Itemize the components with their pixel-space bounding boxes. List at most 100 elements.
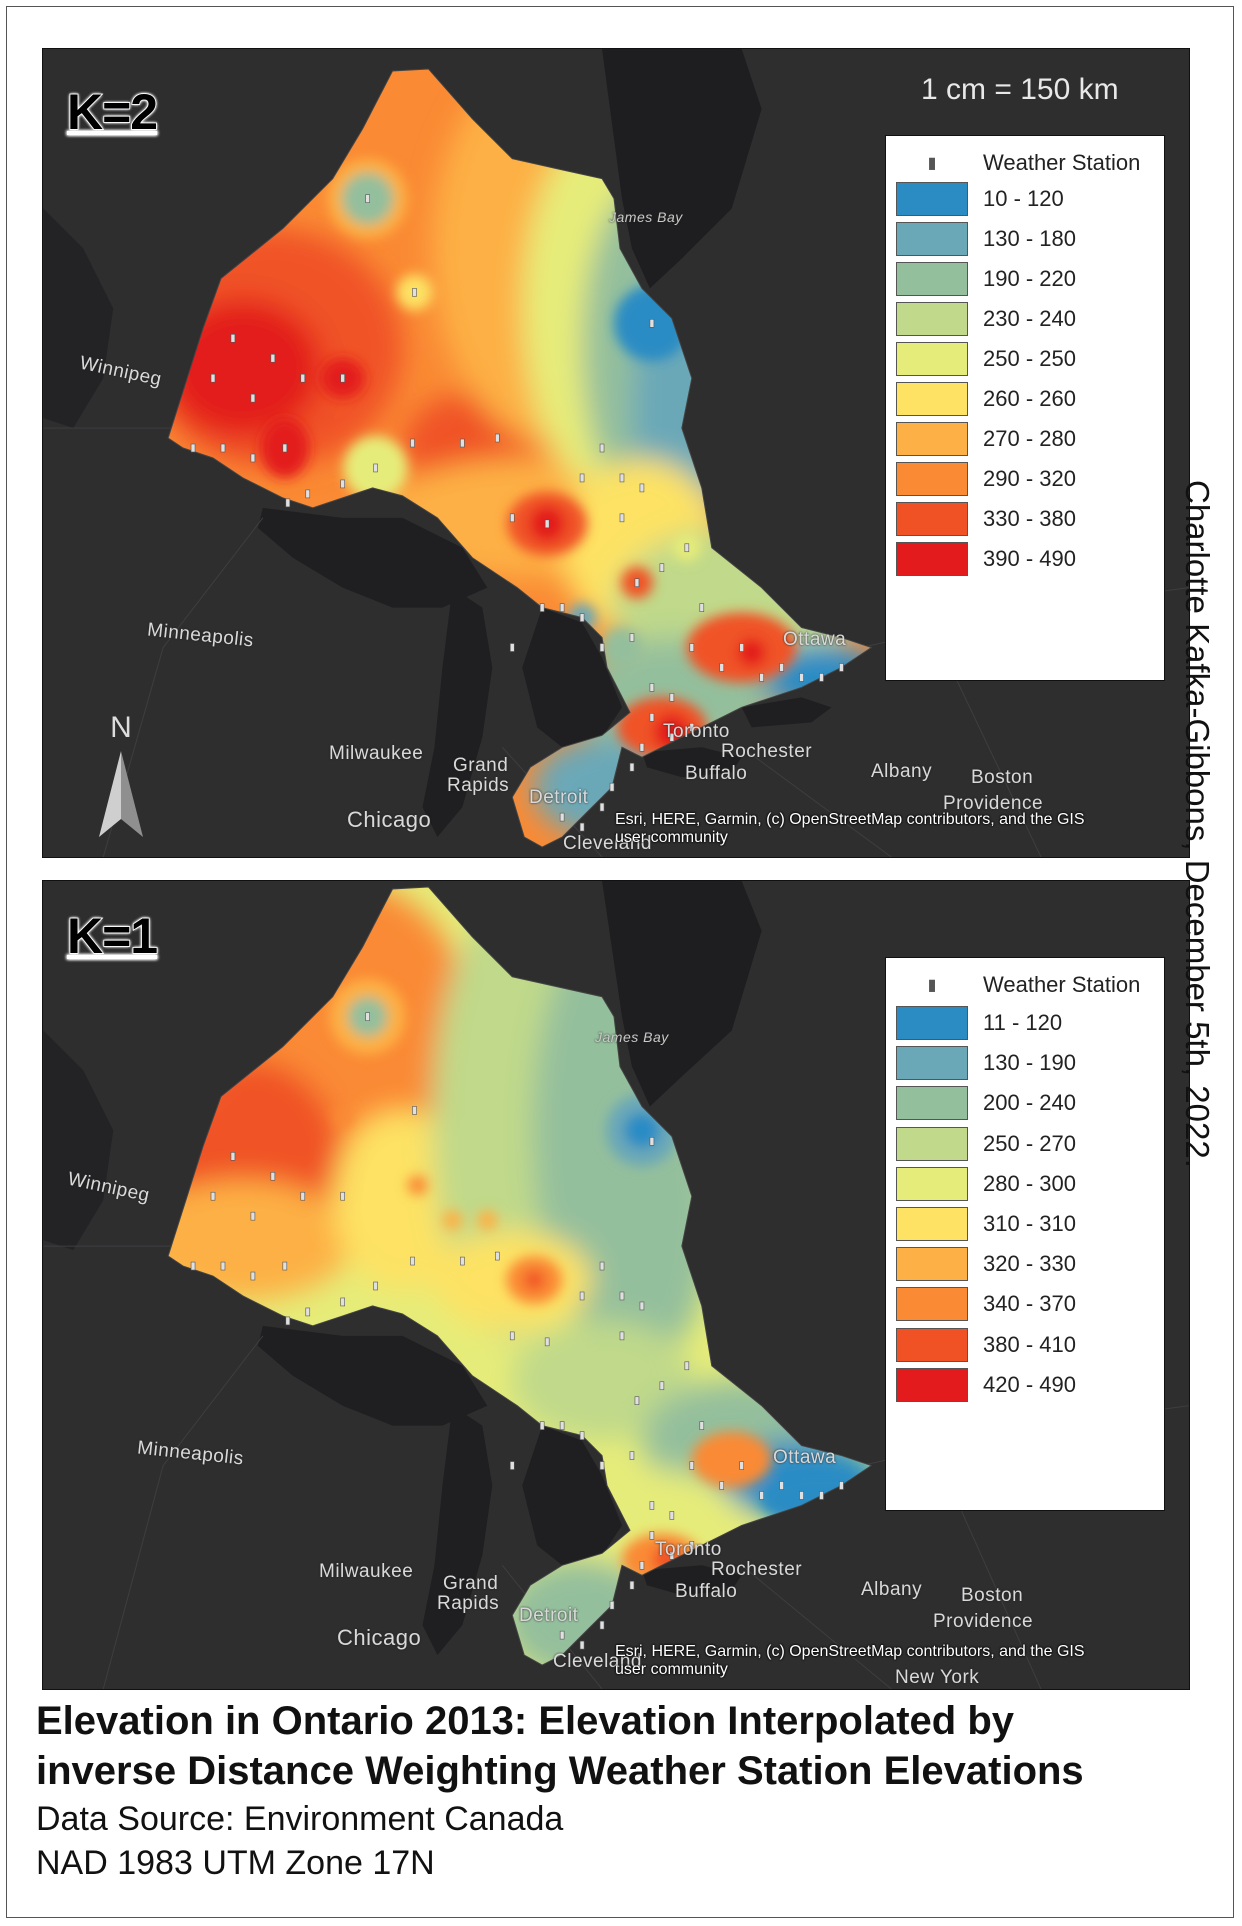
weather-station-marker (340, 373, 345, 383)
label-james-bay: James Bay (609, 209, 683, 225)
label-rochester: Rochester (711, 1559, 803, 1580)
legend-label: 420 - 490 (983, 1371, 1076, 1397)
weather-station-marker (739, 1461, 744, 1470)
legend-label: 320 - 330 (983, 1251, 1076, 1277)
ontario-outline (167, 886, 873, 1666)
weather-station-marker (719, 663, 725, 672)
legend-title: Weather Station (983, 150, 1141, 175)
label-providence: Providence (933, 1611, 1034, 1632)
weather-station-marker (230, 333, 236, 343)
legend-class-1: 10 - 120 (896, 180, 1064, 218)
legend-class-9: 380 - 410 (896, 1326, 1076, 1364)
weather-station-marker (559, 812, 565, 822)
weather-station-marker (410, 438, 415, 448)
weather-station-marker (629, 633, 635, 642)
weather-station-marker (190, 443, 196, 453)
weather-station-marker (210, 1191, 216, 1201)
weather-station-marker (365, 1012, 370, 1021)
weather-station-marker (282, 1261, 288, 1271)
label-james-bay: James Bay (595, 1029, 669, 1045)
k-label: K=1 (66, 907, 159, 965)
weather-station-marker (599, 1620, 605, 1630)
ontario-interpolation-map-k2 (43, 49, 1189, 857)
legend-class-1: 11 - 120 (896, 1004, 1062, 1042)
legend-label: 130 - 190 (983, 1050, 1076, 1076)
weather-station-marker (509, 1461, 515, 1470)
weather-station-marker (509, 643, 515, 652)
lake-huron (522, 1425, 622, 1566)
weather-station-marker (559, 1421, 565, 1430)
weather-station-marker (629, 762, 635, 772)
k-label: K=2 (66, 83, 159, 141)
legend-class-4: 250 - 270 (896, 1125, 1076, 1163)
weather-station-marker (579, 1640, 585, 1650)
weather-station-marker (599, 802, 605, 812)
legend-swatch (896, 542, 968, 576)
svg-text:N: N (110, 711, 132, 744)
legend-swatch (896, 382, 968, 416)
title-line-1: Elevation in Ontario 2013: Elevation Int… (36, 1699, 1015, 1743)
weather-station-marker (544, 1337, 550, 1347)
legend-class-2: 130 - 190 (896, 1044, 1076, 1082)
weather-station-marker (373, 463, 378, 473)
basemap-credit: Esri, HERE, Garmin, (c) OpenStreetMap co… (615, 1643, 1135, 1679)
projection: NAD 1983 UTM Zone 17N (36, 1844, 435, 1882)
label-new-york: New York (895, 1667, 980, 1688)
label-grand-rapids-2: Rapids (447, 775, 510, 796)
weather-station-marker (639, 742, 645, 752)
weather-station-marker (365, 194, 370, 203)
legend-label: 250 - 270 (983, 1130, 1076, 1156)
legend-class-5: 250 - 250 (896, 340, 1076, 378)
label-buffalo: Buffalo (675, 1581, 738, 1602)
weather-station-marker (634, 1396, 640, 1406)
legend-title: Weather Station (983, 972, 1141, 997)
weather-station-marker (689, 643, 695, 652)
weather-station-marker (839, 663, 844, 672)
legend-label: 260 - 260 (983, 386, 1076, 411)
label-grand-rapids-1: Grand (453, 755, 509, 776)
label-rochester: Rochester (721, 741, 813, 762)
map-panel-k1[interactable]: James Bay Winnipeg Minneapolis Milwaukee… (42, 880, 1190, 1690)
legend-label: 230 - 240 (983, 306, 1076, 331)
weather-station-marker (699, 603, 705, 612)
weather-station-marker (669, 693, 675, 702)
author-credit: Charlotte Kafka-Gibbons, December 5th, 2… (1179, 480, 1216, 1168)
map-title: Elevation in Ontario 2013: Elevation Int… (36, 1696, 1236, 1796)
weather-station-marker (819, 673, 824, 682)
legend-label: 380 - 410 (983, 1331, 1076, 1357)
weather-station-marker (669, 1551, 675, 1560)
weather-station-marker (190, 1261, 196, 1271)
weather-station-marker (220, 443, 226, 453)
weather-station-marker (689, 1461, 695, 1470)
weather-station-marker (649, 1137, 655, 1146)
weather-station-marker (220, 1261, 226, 1271)
weather-station-marker (539, 603, 545, 612)
data-source: Data Source: Environment Canada (36, 1800, 564, 1838)
legend-swatch (896, 1367, 968, 1402)
legend-class-8: 340 - 370 (896, 1285, 1076, 1323)
legend-swatch (896, 502, 968, 536)
weather-station-marker (629, 1580, 635, 1590)
legend-swatch (896, 1086, 968, 1121)
weather-station-marker (579, 1431, 585, 1440)
weather-station-marker (412, 288, 417, 297)
weather-station-marker (684, 543, 690, 553)
weather-station-marker (779, 1481, 784, 1490)
weather-station-marker (689, 1541, 695, 1550)
legend-class-6: 310 - 310 (896, 1205, 1076, 1243)
weather-station-marker (579, 613, 585, 622)
basemap-credit: Esri, HERE, Garmin, (c) OpenStreetMap co… (615, 811, 1135, 847)
weather-station-marker (285, 1316, 291, 1326)
weather-station-marker (699, 1421, 705, 1430)
legend-class-8: 290 - 320 (896, 460, 1076, 498)
legend-station-entry: ▮ Weather Station (896, 972, 1141, 998)
weather-station-marker (599, 443, 605, 453)
map-panel-k2[interactable]: James Bay Winnipeg Minneapolis Milwaukee… (42, 48, 1190, 858)
label-cleveland: Cleveland (563, 833, 652, 854)
credit-line-1: Esri, HERE, Garmin, (c) OpenStreetMap co… (615, 1643, 1085, 1660)
weather-station-marker (509, 513, 515, 523)
lake-michigan (422, 587, 493, 838)
weather-station-marker (649, 683, 655, 692)
weather-station-marker (669, 1511, 675, 1520)
label-cleveland: Cleveland (553, 1651, 642, 1672)
